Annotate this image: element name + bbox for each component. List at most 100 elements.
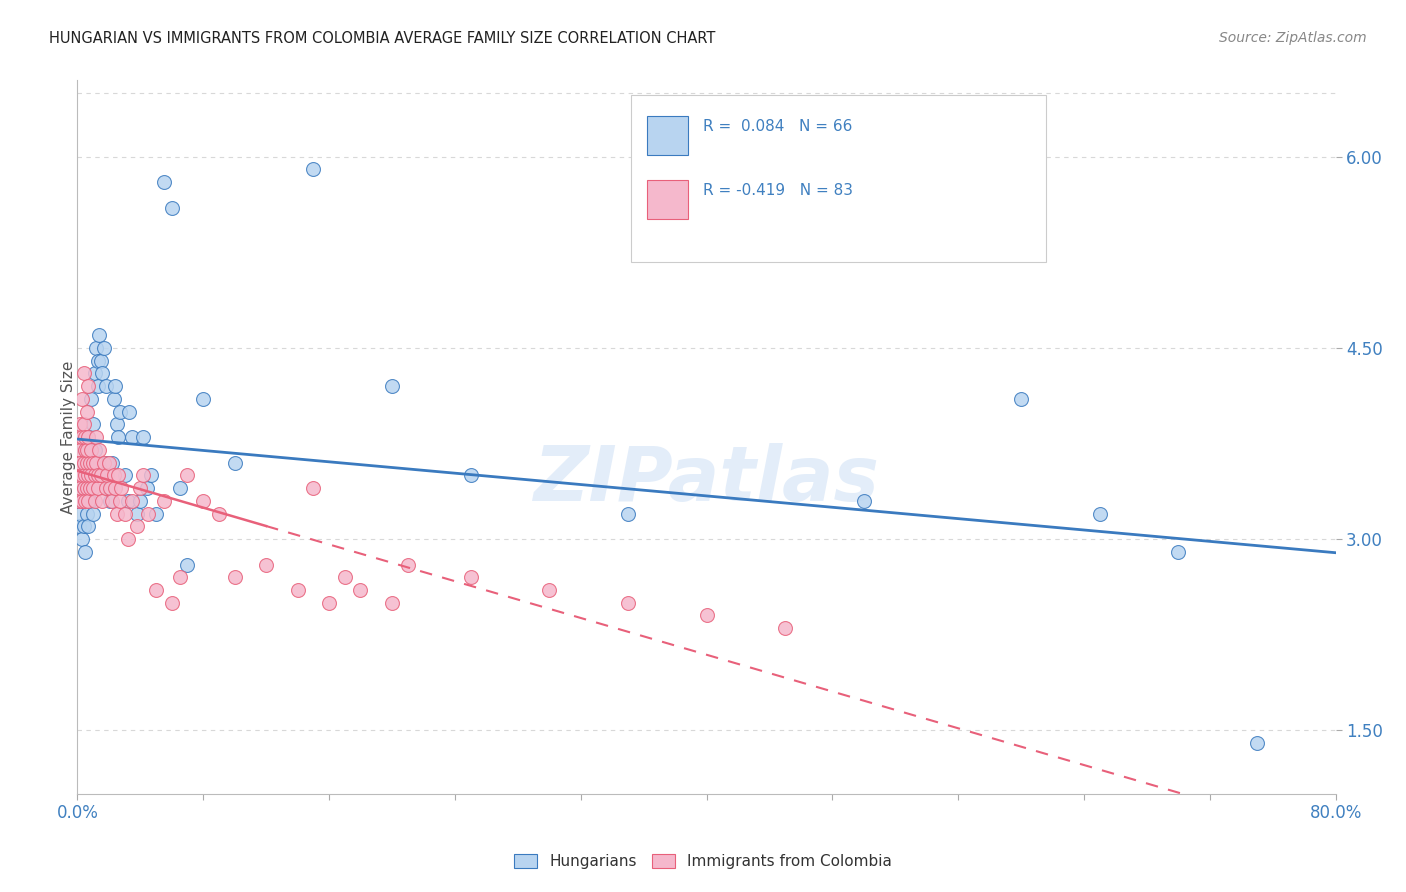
Point [93, 456, 115, 470]
Point [75, 545, 97, 559]
Point [132, 430, 155, 444]
Point [70, 532, 93, 546]
Point [208, 507, 231, 521]
Point [67, 456, 90, 470]
Point [72, 519, 94, 533]
Point [76, 456, 98, 470]
Point [98, 481, 121, 495]
FancyBboxPatch shape [647, 116, 688, 155]
Point [72, 456, 94, 470]
Point [121, 430, 143, 444]
Point [69, 481, 91, 495]
Point [84, 341, 107, 355]
Point [69, 507, 91, 521]
Point [104, 379, 127, 393]
Point [77, 430, 100, 444]
Text: Source: ZipAtlas.com: Source: ZipAtlas.com [1219, 31, 1367, 45]
Point [127, 519, 149, 533]
FancyBboxPatch shape [647, 180, 688, 219]
Point [89, 442, 111, 457]
Point [77, 468, 100, 483]
Point [69, 442, 91, 457]
Point [75, 442, 97, 457]
Point [80, 442, 103, 457]
Point [96, 468, 118, 483]
Point [129, 481, 152, 495]
Point [76, 404, 98, 418]
Point [145, 582, 167, 597]
Legend: Hungarians, Immigrants from Colombia: Hungarians, Immigrants from Colombia [508, 848, 898, 875]
Point [83, 468, 105, 483]
Point [127, 507, 149, 521]
Point [224, 456, 246, 470]
Point [82, 456, 104, 470]
Point [94, 379, 117, 393]
Point [77, 519, 100, 533]
Text: R =  0.084   N = 66: R = 0.084 N = 66 [703, 120, 852, 134]
Point [67, 468, 90, 483]
Point [70, 493, 93, 508]
Text: R = -0.419   N = 83: R = -0.419 N = 83 [703, 184, 853, 198]
Point [773, 621, 796, 635]
Point [80, 392, 103, 406]
Point [97, 456, 120, 470]
Point [80, 468, 103, 483]
Point [72, 367, 94, 381]
Point [107, 468, 129, 483]
Point [98, 493, 121, 508]
Point [1167, 545, 1189, 559]
Point [84, 430, 107, 444]
Point [77, 430, 100, 444]
Point [121, 493, 143, 508]
Point [84, 456, 107, 470]
Point [1010, 392, 1032, 406]
Point [77, 481, 100, 495]
Point [75, 468, 97, 483]
Point [169, 570, 191, 584]
Point [176, 558, 198, 572]
Point [77, 493, 100, 508]
Point [617, 596, 640, 610]
Point [83, 442, 105, 457]
Point [70, 468, 93, 483]
Point [302, 481, 325, 495]
Point [67, 493, 90, 508]
Point [381, 379, 404, 393]
Y-axis label: Average Family Size: Average Family Size [62, 360, 76, 514]
Point [153, 493, 176, 508]
Point [1246, 736, 1268, 750]
Point [176, 468, 198, 483]
Point [141, 468, 163, 483]
Point [117, 532, 139, 546]
Point [224, 570, 246, 584]
Point [67, 493, 90, 508]
Point [80, 468, 103, 483]
Point [72, 417, 94, 432]
Point [381, 596, 404, 610]
Point [101, 456, 124, 470]
Point [83, 493, 105, 508]
Point [107, 430, 129, 444]
Point [70, 456, 93, 470]
Point [852, 493, 875, 508]
Point [76, 442, 98, 457]
Point [318, 596, 340, 610]
Point [89, 328, 111, 343]
Point [287, 582, 309, 597]
Point [191, 392, 215, 406]
Point [302, 162, 325, 177]
Point [70, 392, 93, 406]
Point [94, 481, 117, 495]
Point [72, 481, 94, 495]
Point [90, 468, 112, 483]
Point [76, 507, 98, 521]
Point [82, 507, 104, 521]
Point [160, 596, 183, 610]
Point [108, 404, 131, 418]
Point [191, 493, 215, 508]
Point [110, 481, 132, 495]
Point [90, 353, 112, 368]
Point [75, 430, 97, 444]
Point [69, 456, 91, 470]
Point [103, 468, 125, 483]
